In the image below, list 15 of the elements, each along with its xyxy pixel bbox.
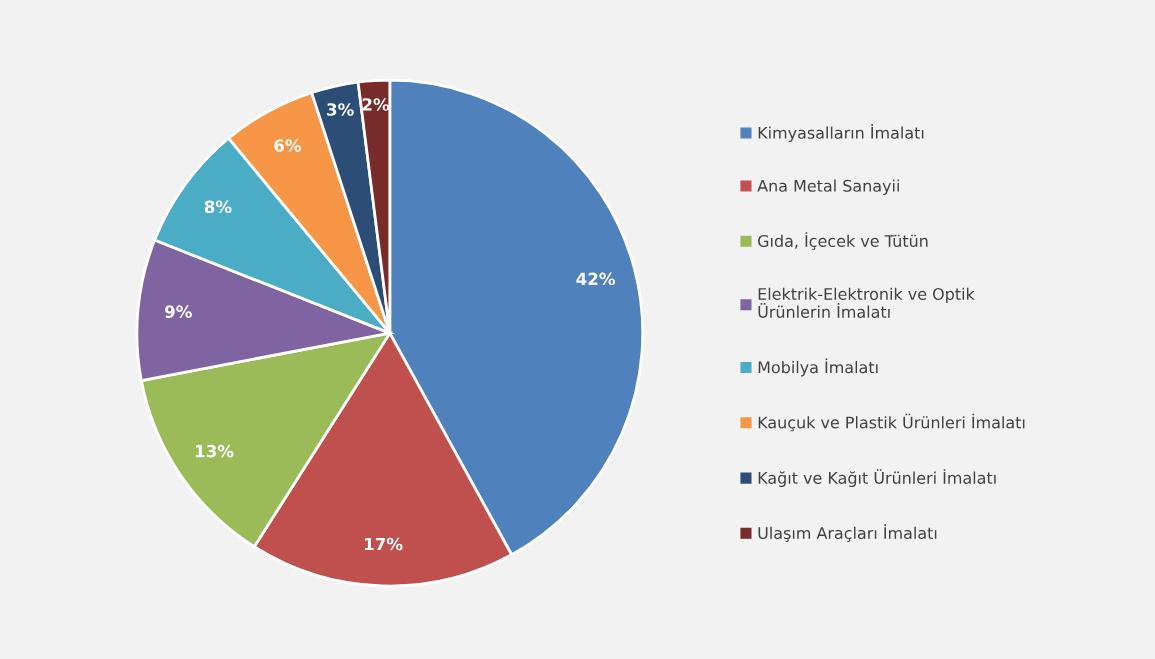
legend-label: Ulaşım Araçları İmalatı [758, 524, 937, 542]
data-label: 42% [576, 272, 616, 286]
data-label: 6% [274, 139, 302, 152]
legend-label: Ana Metal Sanayii [757, 179, 899, 195]
legend-label: Kimyasalların İmalatı [758, 124, 924, 142]
data-label: 13% [196, 444, 234, 458]
legend-label: Elektrik-Elektronik ve Optik Ürünlerin İmalatı [758, 287, 975, 318]
data-label: 9% [165, 305, 192, 318]
legend-label: Mobilya İmalatı [758, 358, 878, 377]
data-label: 17% [365, 537, 403, 551]
legend-label: Kağıt ve Kağıt Ürünleri İmalatı [758, 469, 996, 488]
data-label: 3% [327, 103, 354, 116]
legend-label: Gıda, İçecek ve Tütün [758, 232, 928, 250]
data-label: 8% [204, 200, 232, 214]
legend-label: Kauçuk ve Plastik Ürünleri İmalatı [758, 413, 1025, 432]
